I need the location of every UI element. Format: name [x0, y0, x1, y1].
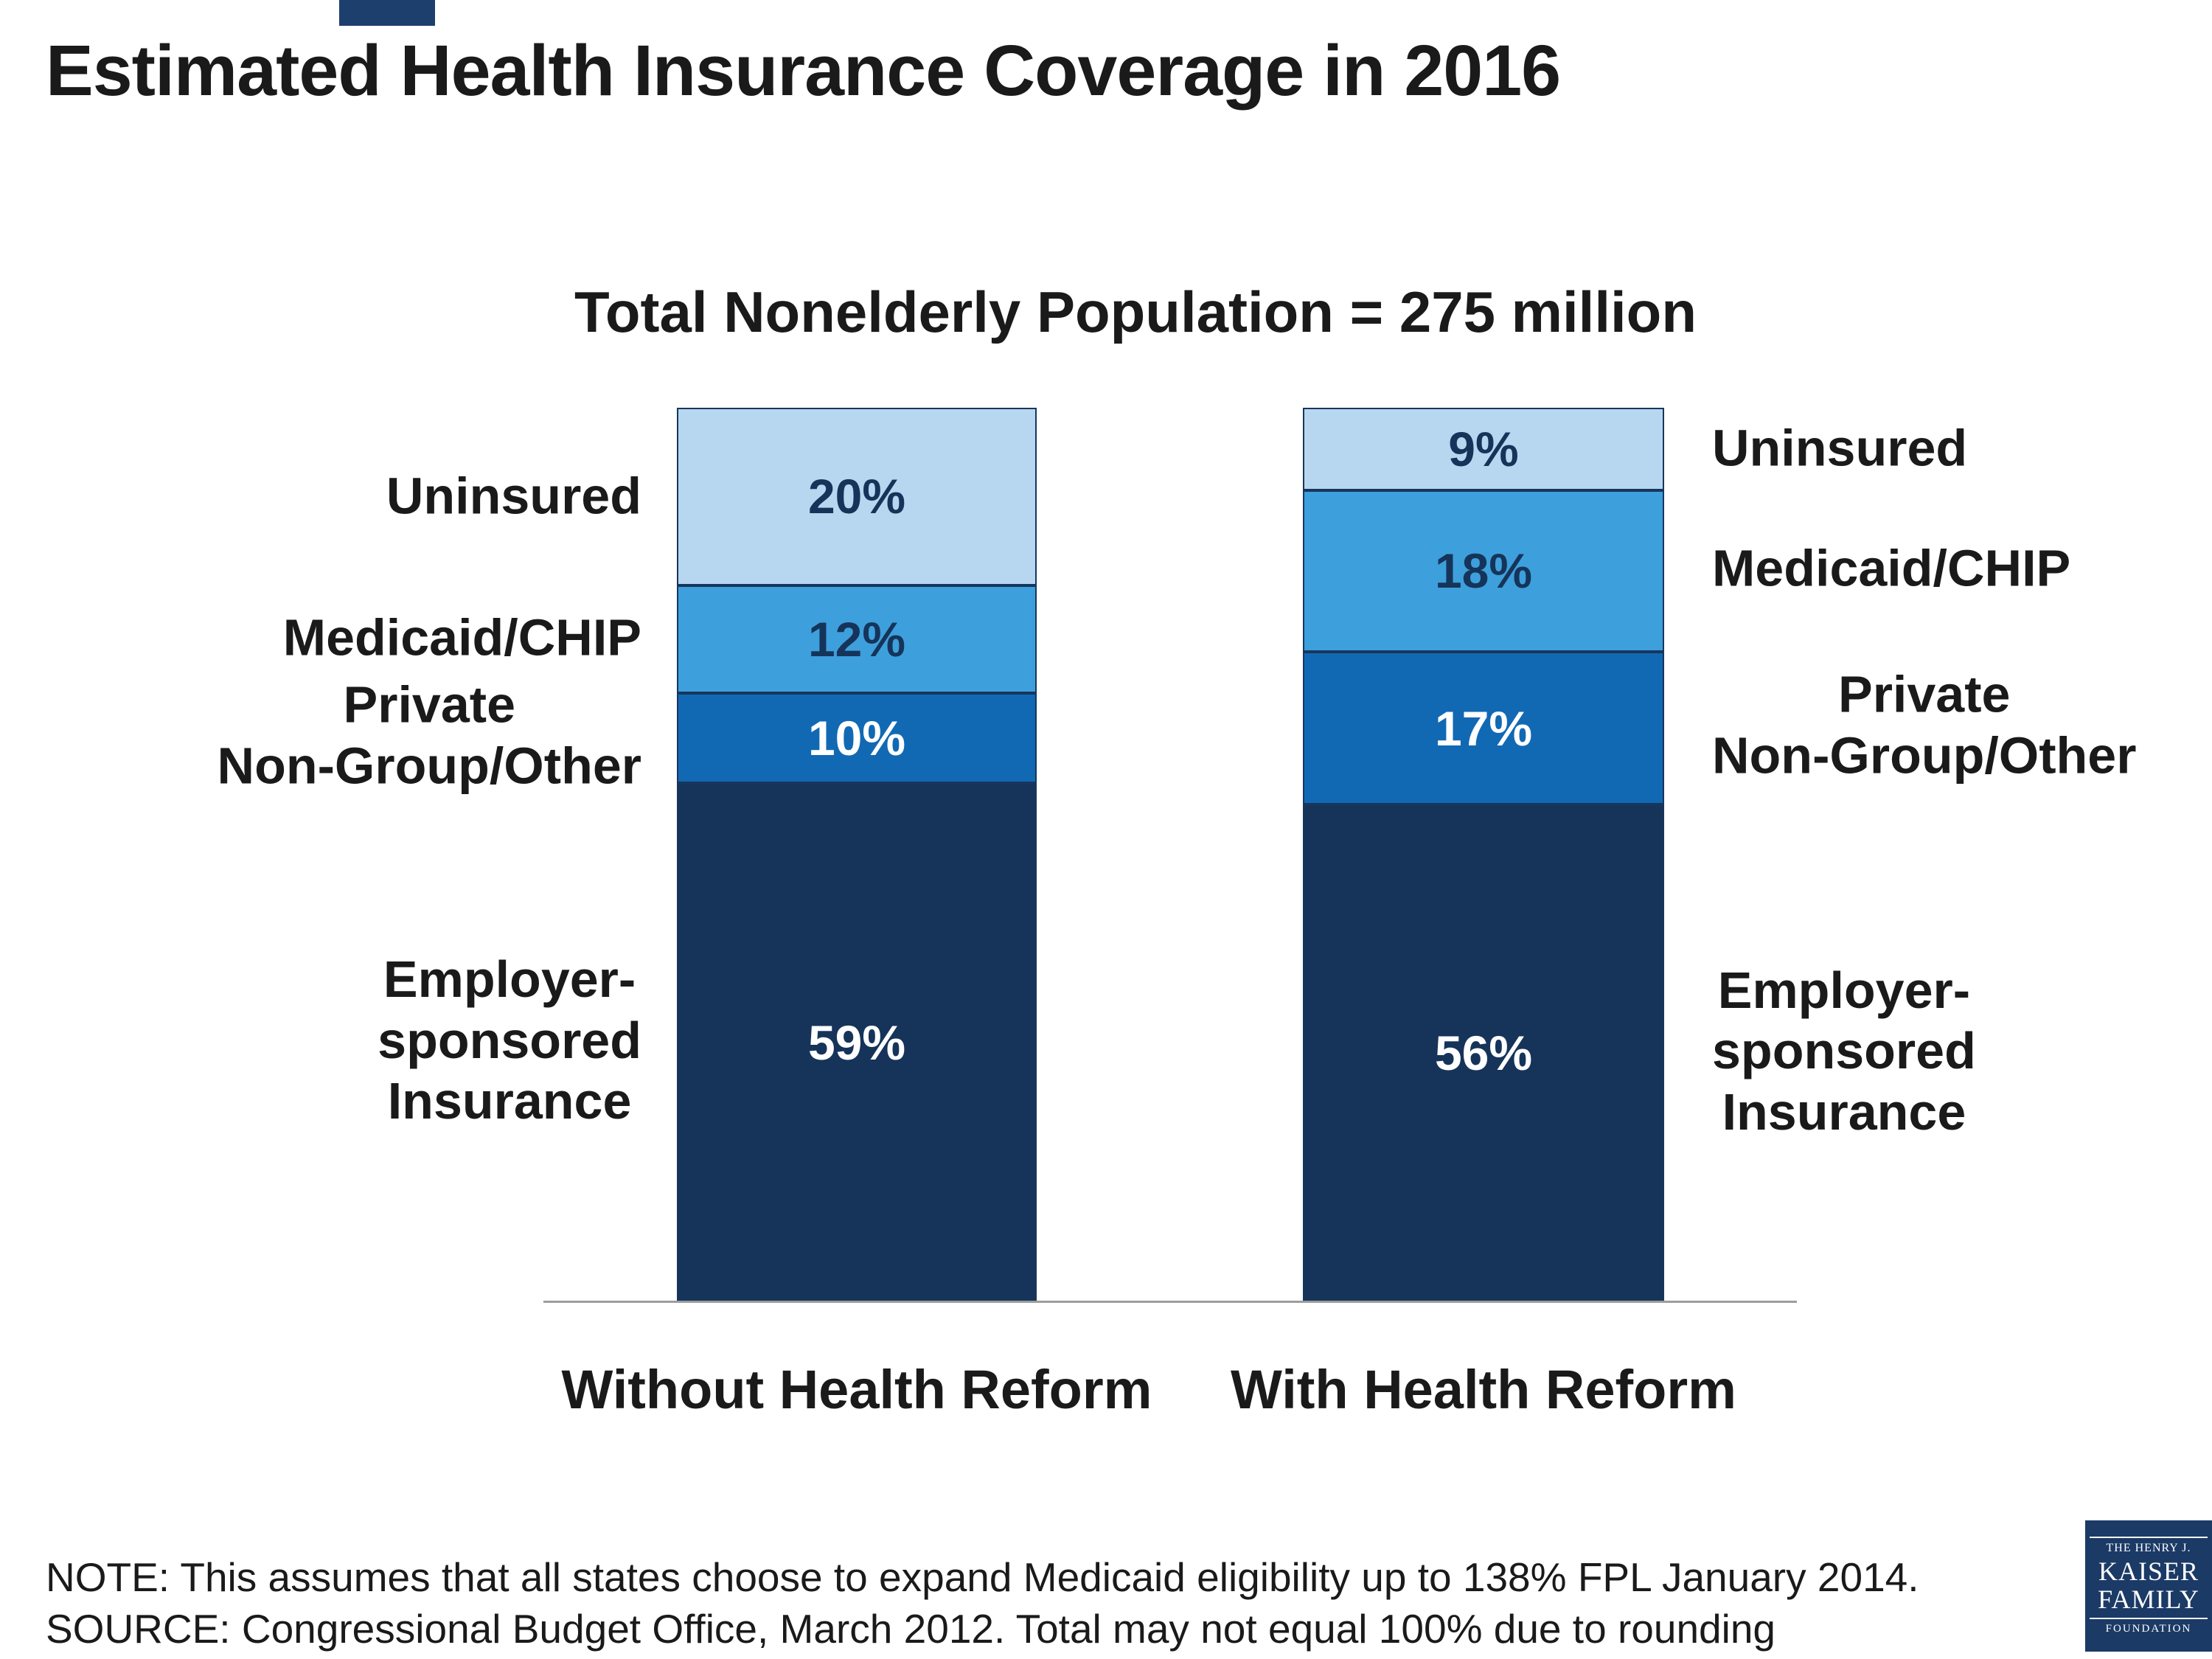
- segment-value-label: 10%: [807, 711, 906, 766]
- segment-value-label: 9%: [1448, 421, 1519, 476]
- segment-value-label: 20%: [807, 469, 906, 524]
- category-label: Uninsured: [386, 467, 641, 525]
- bar-segment: 17%: [1303, 651, 1664, 805]
- category-label: Private Non-Group/Other: [1712, 665, 2137, 785]
- segment-value-label: 59%: [807, 1015, 906, 1070]
- bar-segment: 20%: [677, 408, 1037, 585]
- source-line: SOURCE: Congressional Budget Office, Mar…: [46, 1606, 1776, 1652]
- category-label: Uninsured: [1712, 419, 1968, 477]
- footnotes: NOTE: This assumes that all states choos…: [46, 1551, 1919, 1655]
- logo-tagline: THE HENRY J.: [2090, 1536, 2208, 1555]
- logo-name-foundation: FOUNDATION: [2090, 1618, 2208, 1635]
- category-label: Private Non-Group/Other: [217, 675, 641, 794]
- category-label: Employer- sponsored Insurance: [1712, 961, 1976, 1141]
- category-label: Medicaid/CHIP: [1712, 539, 2071, 597]
- segment-value-label: 17%: [1434, 700, 1533, 756]
- bar-segment: 10%: [677, 692, 1037, 784]
- bar-segment: 59%: [677, 783, 1037, 1301]
- chart-title: Total Nonelderly Population = 275 millio…: [574, 279, 1697, 344]
- side-labels-right: Uninsured Medicaid/CHIP Private Non-Group/…: [1712, 408, 2199, 1301]
- bar-segment: 9%: [1303, 408, 1664, 490]
- segment-value-label: 18%: [1434, 543, 1533, 599]
- category-label: Medicaid/CHIP: [282, 608, 641, 667]
- x-axis-label-with-reform: With Health Reform: [1231, 1359, 1736, 1420]
- side-labels-left: Uninsured Medicaid/CHIP Private Non-Group/…: [88, 408, 641, 1301]
- slide-title: Estimated Health Insurance Coverage in 2…: [46, 30, 1561, 111]
- bar-segment: 56%: [1303, 804, 1664, 1301]
- bar-without-reform: 20% 12% 10% 59%: [677, 408, 1037, 1301]
- x-axis-label-without-reform: Without Health Reform: [561, 1359, 1152, 1420]
- bar-with-reform: 9% 18% 17% 56%: [1303, 408, 1664, 1301]
- x-axis-line: [543, 1301, 1797, 1303]
- note-line: NOTE: This assumes that all states choos…: [46, 1554, 1919, 1600]
- segment-value-label: 12%: [807, 611, 906, 667]
- category-label: Employer- sponsored Insurance: [378, 950, 641, 1130]
- logo-name-family: FAMILY: [2098, 1584, 2199, 1614]
- bar-segment: 18%: [1303, 490, 1664, 652]
- segment-value-label: 56%: [1434, 1026, 1533, 1081]
- logo-name-kaiser: KAISER: [2098, 1556, 2199, 1586]
- bar-segment: 12%: [677, 585, 1037, 693]
- kff-logo: THE HENRY J. KAISER FAMILY FOUNDATION: [2085, 1520, 2212, 1652]
- top-accent-bar: [339, 0, 435, 26]
